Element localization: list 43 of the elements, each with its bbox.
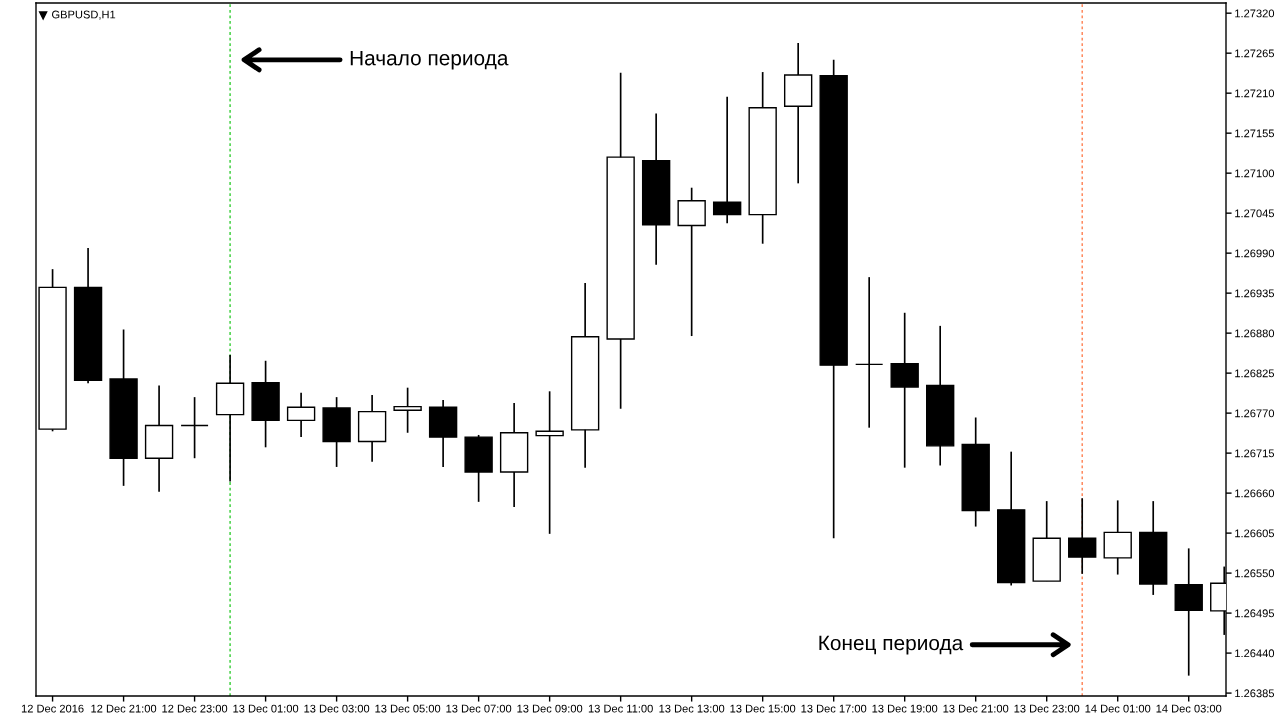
x-tick-label: 12 Dec 21:00 <box>91 704 157 713</box>
y-tick-label: 1.26990 <box>1235 249 1275 258</box>
x-tick-label: 13 Dec 07:00 <box>446 704 512 713</box>
x-tick-label: 13 Dec 23:00 <box>1014 704 1080 713</box>
x-tick-label: 12 Dec 2016 <box>21 704 84 713</box>
y-tick-label: 1.26605 <box>1235 529 1275 538</box>
x-tick-label: 13 Dec 11:00 <box>588 704 653 713</box>
candlestick <box>854 276 884 429</box>
x-tick-label: 13 Dec 15:00 <box>730 704 796 713</box>
y-tick-label: 1.27155 <box>1235 129 1275 138</box>
y-tick-label: 1.26935 <box>1235 289 1275 298</box>
x-tick-label: 14 Dec 01:00 <box>1085 704 1151 713</box>
x-tick-label: 13 Dec 09:00 <box>517 704 583 713</box>
candlestick <box>535 390 564 535</box>
candlestick <box>712 95 742 225</box>
x-tick-label: 13 Dec 05:00 <box>375 704 441 713</box>
annotation: Конец периода <box>819 635 964 655</box>
y-tick-label: 1.26495 <box>1235 609 1275 618</box>
y-tick-label: 1.27045 <box>1235 209 1275 218</box>
y-tick-label: 1.26715 <box>1235 449 1275 458</box>
y-tick-label: 1.26550 <box>1235 569 1275 578</box>
y-tick-label: 1.26660 <box>1235 489 1275 498</box>
y-tick-label: 1.27100 <box>1235 169 1275 178</box>
x-tick-label: 13 Dec 13:00 <box>659 704 725 713</box>
x-tick-label: 13 Dec 03:00 <box>304 704 370 713</box>
candlestick <box>393 386 422 434</box>
y-tick-label: 1.26385 <box>1235 689 1275 698</box>
x-tick-label: 13 Dec 17:00 <box>801 704 867 713</box>
candlestick <box>180 396 209 460</box>
x-tick-label: 12 Dec 23:00 <box>162 704 228 713</box>
y-tick-label: 1.27320 <box>1235 9 1275 18</box>
x-tick-label: 14 Dec 03:00 <box>1156 704 1222 713</box>
x-tick-label: 13 Dec 19:00 <box>872 704 938 713</box>
x-tick-label: 13 Dec 01:00 <box>233 704 299 713</box>
y-tick-label: 1.26770 <box>1235 409 1275 418</box>
y-tick-label: 1.27265 <box>1235 49 1275 58</box>
y-tick-label: 1.27210 <box>1235 89 1275 98</box>
y-tick-label: 1.26825 <box>1235 369 1275 378</box>
y-tick-label: 1.26880 <box>1235 329 1275 338</box>
annotation: Начало периода <box>350 50 509 70</box>
text: GBPUSD,H1 <box>52 10 116 20</box>
x-tick-label: 13 Dec 21:00 <box>943 704 1009 713</box>
y-tick-label: 1.26440 <box>1235 649 1275 658</box>
